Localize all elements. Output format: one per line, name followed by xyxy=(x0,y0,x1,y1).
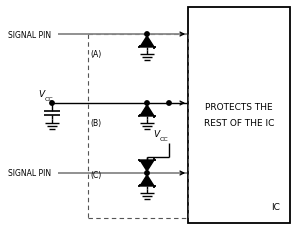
Circle shape xyxy=(145,33,149,37)
Text: SIGNAL PIN: SIGNAL PIN xyxy=(8,30,51,39)
Text: CC: CC xyxy=(45,97,54,102)
Text: (C): (C) xyxy=(90,171,101,180)
Polygon shape xyxy=(140,37,154,48)
Bar xyxy=(188,8,290,223)
Text: REST OF THE IC: REST OF THE IC xyxy=(204,119,274,128)
Text: (B): (B) xyxy=(90,119,101,128)
Circle shape xyxy=(145,171,149,175)
Text: SIGNAL PIN: SIGNAL PIN xyxy=(8,169,51,178)
Text: $V$: $V$ xyxy=(38,88,47,99)
Circle shape xyxy=(50,101,54,106)
Text: IC: IC xyxy=(271,202,280,211)
Circle shape xyxy=(145,101,149,106)
Text: (A): (A) xyxy=(90,50,101,59)
Polygon shape xyxy=(140,160,154,171)
Circle shape xyxy=(167,101,171,106)
Text: CC: CC xyxy=(160,137,169,141)
Text: PROTECTS THE: PROTECTS THE xyxy=(205,103,273,112)
Polygon shape xyxy=(140,175,154,186)
Text: $V$: $V$ xyxy=(153,128,162,138)
Polygon shape xyxy=(140,106,154,116)
